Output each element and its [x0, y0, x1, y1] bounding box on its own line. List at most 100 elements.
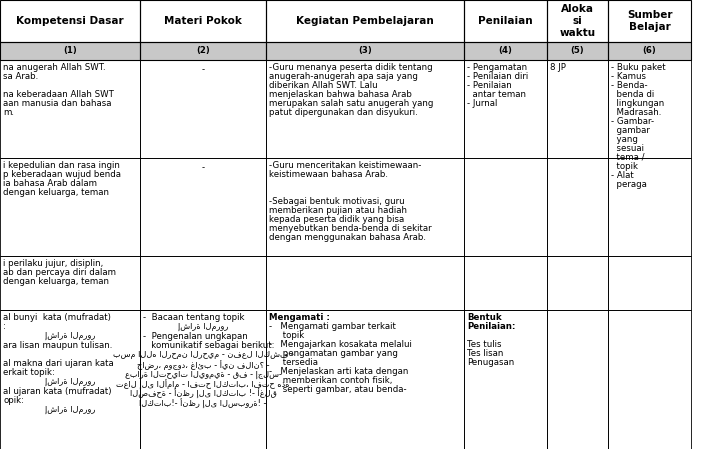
Bar: [547, 42, 608, 60]
Text: p keberadaan wujud benda: p keberadaan wujud benda: [3, 170, 121, 179]
Bar: [464, 42, 547, 60]
Text: - Jurnal: - Jurnal: [467, 99, 498, 108]
Text: -  Bacaan tentang topik: - Bacaan tentang topik: [143, 313, 245, 322]
Text: -  Pengenalan ungkapan: - Pengenalan ungkapan: [143, 332, 248, 341]
Bar: [608, 256, 691, 310]
Text: memberikan contoh fisik,: memberikan contoh fisik,: [269, 376, 392, 385]
Text: topik: topik: [611, 162, 638, 171]
Text: إشارة المرور: إشارة المرور: [178, 322, 228, 331]
Text: -: -: [202, 65, 205, 74]
Bar: [140, 158, 266, 256]
Text: عبارة التحيات اليومية - قف - إجلس-: عبارة التحيات اليومية - قف - إجلس-: [124, 370, 281, 379]
Text: (4): (4): [498, 47, 513, 56]
Bar: [140, 310, 266, 449]
Text: - Buku paket: - Buku paket: [611, 63, 666, 72]
Bar: [266, 0, 464, 42]
Text: ara lisan maupun tulisan.: ara lisan maupun tulisan.: [3, 341, 113, 350]
Text: yang: yang: [611, 135, 638, 144]
Text: (1): (1): [63, 47, 77, 56]
Text: -Guru menanya peserta didik tentang: -Guru menanya peserta didik tentang: [269, 63, 433, 72]
Bar: [608, 0, 691, 42]
Text: tema /: tema /: [611, 153, 645, 162]
Text: (3): (3): [358, 47, 372, 56]
Text: keistimewaan bahasa Arab.: keistimewaan bahasa Arab.: [269, 170, 388, 179]
Text: -Sebagai bentuk motivasi, guru: -Sebagai bentuk motivasi, guru: [269, 197, 405, 206]
Text: al makna dari ujaran kata: al makna dari ujaran kata: [3, 359, 113, 368]
Text: sa Arab.: sa Arab.: [3, 72, 38, 81]
Bar: [266, 60, 464, 158]
Text: -: -: [202, 163, 205, 172]
Text: merupakan salah satu anugerah yang: merupakan salah satu anugerah yang: [269, 99, 434, 108]
Bar: [608, 42, 691, 60]
Text: الصفحة - أنظر إلى الكتاب !- أغلق: الصفحة - أنظر إلى الكتاب !- أغلق: [129, 389, 276, 400]
Text: - Penilaian diri: - Penilaian diri: [467, 72, 528, 81]
Bar: [266, 310, 464, 449]
Text: ia bahasa Arab dalam: ia bahasa Arab dalam: [3, 179, 97, 188]
Bar: [608, 42, 691, 60]
Text: بسم الله الرحمن الرحيم - نفعل الكشف -: بسم الله الرحمن الرحيم - نفعل الكشف -: [113, 350, 294, 359]
Text: (6): (6): [643, 47, 656, 56]
Text: anugerah-anugerah apa saja yang: anugerah-anugerah apa saja yang: [269, 72, 418, 81]
Bar: [0, 158, 140, 256]
Bar: [547, 60, 608, 158]
Bar: [0, 42, 140, 60]
Text: tersedia: tersedia: [269, 358, 318, 367]
Text: Madrasah.: Madrasah.: [611, 108, 661, 117]
Text: menjelaskan bahwa bahasa Arab: menjelaskan bahwa bahasa Arab: [269, 90, 412, 99]
Bar: [140, 256, 266, 310]
Text: - Gambar-: - Gambar-: [611, 117, 654, 126]
Bar: [464, 158, 547, 256]
Text: patut dipergunakan dan disyukuri.: patut dipergunakan dan disyukuri.: [269, 108, 418, 117]
Text: 8 JP: 8 JP: [550, 63, 566, 72]
Text: تعال إلى الأمام - افتح الكتاب، افتح هذه: تعال إلى الأمام - افتح الكتاب، افتح هذه: [116, 379, 290, 390]
Bar: [608, 158, 691, 256]
Text: dengan menggunakan bahasa Arab.: dengan menggunakan bahasa Arab.: [269, 233, 426, 242]
Bar: [464, 256, 547, 310]
Bar: [140, 42, 266, 60]
Bar: [608, 60, 691, 158]
Text: i kepedulian dan rasa ingin: i kepedulian dan rasa ingin: [3, 161, 120, 170]
Text: (5): (5): [571, 47, 584, 56]
Bar: [266, 42, 464, 60]
Text: - Pengamatan: - Pengamatan: [467, 63, 527, 72]
Text: gambar: gambar: [611, 126, 650, 135]
Text: al ujaran kata (mufradat): al ujaran kata (mufradat): [3, 387, 111, 396]
Text: - Alat: - Alat: [611, 171, 634, 180]
Bar: [547, 42, 608, 60]
Text: Tes tulis: Tes tulis: [467, 340, 501, 349]
Text: -Guru menceritakan keistimewaan-: -Guru menceritakan keistimewaan-: [269, 161, 421, 170]
Bar: [266, 158, 464, 256]
Text: menyebutkan benda-benda di sekitar: menyebutkan benda-benda di sekitar: [269, 224, 432, 233]
Text: kepada peserta didik yang bisa: kepada peserta didik yang bisa: [269, 215, 404, 224]
Bar: [464, 310, 547, 449]
Text: i perilaku jujur, disiplin,: i perilaku jujur, disiplin,: [3, 259, 103, 268]
Text: antar teman: antar teman: [467, 90, 526, 99]
Bar: [0, 60, 140, 158]
Text: - Benda-: - Benda-: [611, 81, 648, 90]
Bar: [547, 158, 608, 256]
Text: na anugerah Allah SWT.: na anugerah Allah SWT.: [3, 63, 106, 72]
Text: diberikan Allah SWT. Lalu: diberikan Allah SWT. Lalu: [269, 81, 378, 90]
Bar: [140, 0, 266, 42]
Bar: [140, 42, 266, 60]
Bar: [464, 60, 547, 158]
Bar: [547, 256, 608, 310]
Text: Bentuk: Bentuk: [467, 313, 502, 322]
Text: peraga: peraga: [611, 180, 647, 189]
Text: memberikan pujian atau hadiah: memberikan pujian atau hadiah: [269, 206, 407, 215]
Text: -   Menjelaskan arti kata dengan: - Menjelaskan arti kata dengan: [269, 367, 409, 376]
Text: sesuai: sesuai: [611, 144, 644, 153]
Text: komunikatif sebagai berikut:: komunikatif sebagai berikut:: [143, 341, 274, 350]
Text: - Kamus: - Kamus: [611, 72, 646, 81]
Bar: [0, 0, 140, 42]
Text: aan manusia dan bahasa: aan manusia dan bahasa: [3, 99, 111, 108]
Text: حاضر، موجود، غائب - أين فلان؟ -: حاضر، موجود، غائب - أين فلان؟ -: [136, 360, 269, 370]
Bar: [547, 0, 608, 42]
Text: m.: m.: [3, 108, 14, 117]
Text: benda di: benda di: [611, 90, 654, 99]
Text: dengan keluarga, teman: dengan keluarga, teman: [3, 188, 109, 197]
Bar: [0, 256, 140, 310]
Text: ab dan percaya diri dalam: ab dan percaya diri dalam: [3, 268, 116, 277]
Text: :: :: [3, 322, 6, 331]
Text: إشارة المرور: إشارة المرور: [45, 405, 95, 414]
